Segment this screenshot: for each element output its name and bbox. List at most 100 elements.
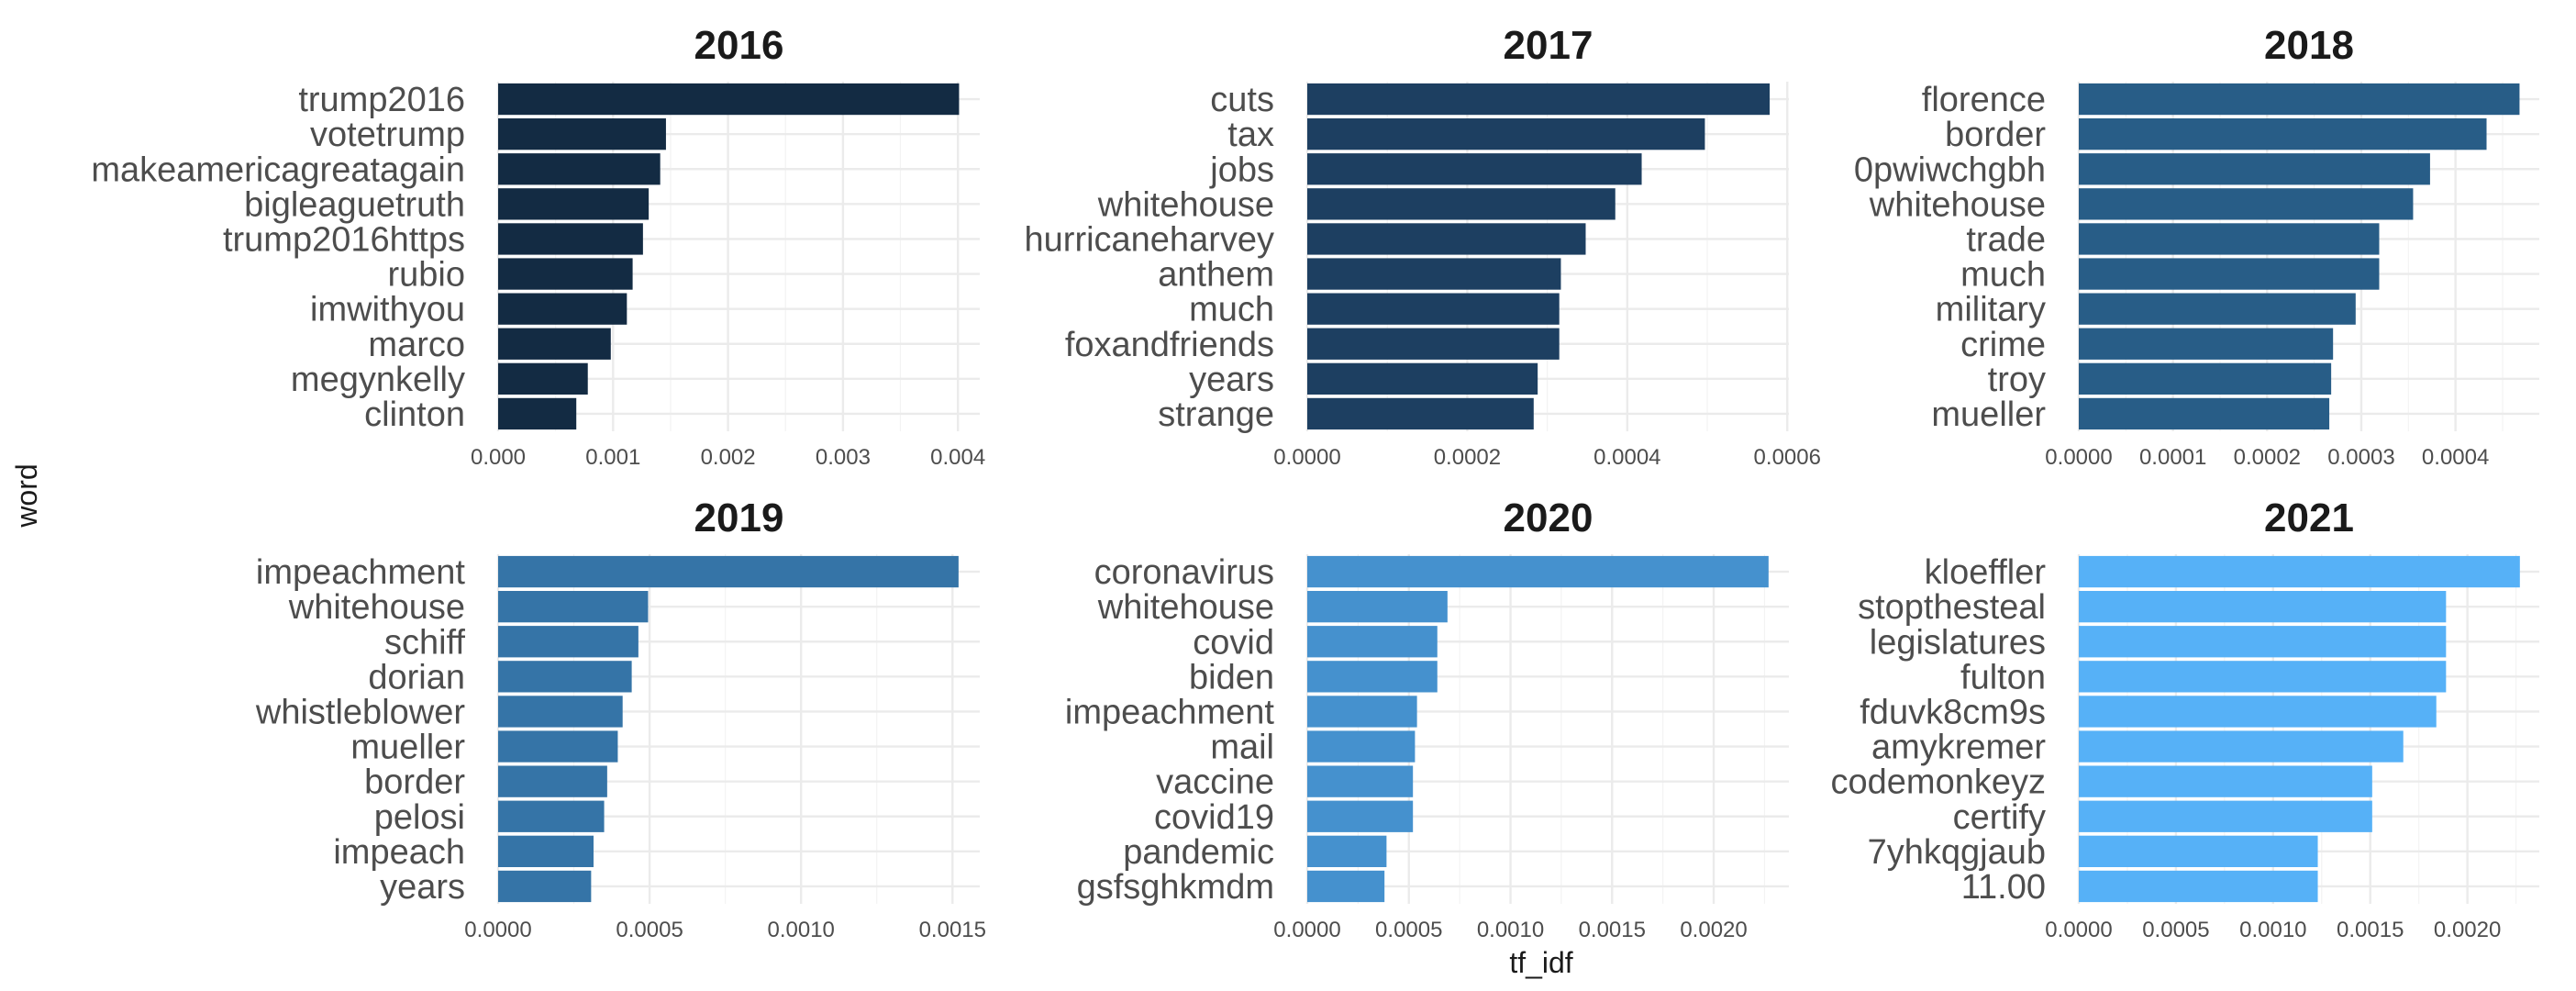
bar-crime: [2079, 328, 2334, 360]
category-label: amykremer: [1871, 729, 2046, 767]
x-tick-label: 0.004: [930, 445, 985, 470]
category-label: imwithyou: [310, 291, 465, 329]
bar-vaccine: [1307, 765, 1414, 797]
bar-florence: [2079, 83, 2520, 116]
category-label: whitehouse: [288, 588, 465, 627]
bar-pelosi: [498, 800, 605, 832]
x-tick-label: 0.000: [471, 445, 526, 470]
category-label: years: [1189, 361, 1274, 399]
category-label: mueller: [350, 729, 465, 767]
bar-mueller: [2079, 397, 2330, 430]
bar-whistleblower: [498, 696, 623, 728]
category-label: florence: [1922, 81, 2046, 119]
y-axis-title: word: [10, 463, 43, 528]
bar-jobs: [1307, 153, 1642, 185]
panel-title: 2017: [1504, 23, 1593, 68]
bar-fulton: [2079, 661, 2447, 693]
x-tick-label: 0.0010: [2239, 918, 2306, 942]
x-tick-label: 0.0004: [2422, 445, 2489, 470]
category-label: clinton: [364, 395, 465, 434]
category-label: pelosi: [374, 798, 465, 837]
category-label: much: [1189, 291, 1274, 329]
bar-trump2016: [498, 83, 960, 116]
category-label: cuts: [1210, 81, 1274, 119]
category-label: 7yhkqgjaub: [1868, 833, 2046, 872]
bar-coronavirus: [1307, 555, 1769, 588]
category-label: 0pwiwchgbh: [1854, 150, 2046, 189]
category-label: border: [1945, 116, 2046, 154]
category-label: impeachment: [256, 553, 466, 592]
category-label: bigleaguetruth: [244, 185, 465, 224]
x-tick-label: 0.0002: [1434, 445, 1501, 470]
bar-makeamericagreatagain: [498, 153, 661, 185]
category-label: tax: [1227, 116, 1274, 154]
category-label: certify: [1953, 798, 2046, 837]
category-label: military: [1936, 291, 2046, 329]
category-label: impeach: [333, 833, 465, 872]
bar-megynkelly: [498, 362, 588, 395]
category-label: kloeffler: [1925, 553, 2047, 592]
category-label: anthem: [1158, 256, 1274, 295]
category-label: whistleblower: [255, 693, 465, 731]
bar-rubio: [498, 258, 633, 290]
x-tick-label: 0.0003: [2327, 445, 2394, 470]
category-label: crime: [1960, 326, 2046, 364]
bar-whitehouse: [2079, 188, 2414, 220]
panel-title: 2018: [2264, 23, 2354, 68]
x-tick-label: 0.002: [701, 445, 756, 470]
bar-hurricaneharvey: [1307, 223, 1586, 255]
bar-much: [2079, 258, 2380, 290]
bar-strange: [1307, 397, 1534, 430]
x-tick-label: 0.0000: [1273, 918, 1340, 942]
category-label: border: [364, 763, 465, 802]
bar-fduvk8cm9s: [2079, 696, 2437, 728]
bar-schiff: [498, 626, 638, 658]
x-tick-label: 0.0010: [1477, 918, 1544, 942]
panel-title: 2016: [694, 23, 784, 68]
x-tick-label: 0.0005: [616, 918, 683, 942]
category-label: marco: [368, 326, 465, 364]
category-label: fulton: [1960, 658, 2046, 696]
category-label: whitehouse: [1097, 588, 1274, 627]
bar-trade: [2079, 223, 2380, 255]
bar-impeachment: [498, 555, 959, 588]
bar-0pwiwchgbh: [2079, 153, 2430, 185]
category-label: stopthesteal: [1858, 588, 2046, 627]
bar-amykremer: [2079, 730, 2404, 763]
category-label: makeamericagreatagain: [91, 150, 465, 189]
bar-foxandfriends: [1307, 328, 1560, 360]
panel-2016: trump2016votetrumpmakeamericagreatagainb…: [91, 23, 985, 470]
category-label: strange: [1158, 395, 1274, 434]
x-tick-label: 0.0000: [2045, 918, 2112, 942]
category-label: whitehouse: [1097, 185, 1274, 224]
bar-military: [2079, 293, 2356, 325]
category-label: foxandfriends: [1065, 326, 1274, 364]
x-tick-label: 0.0010: [767, 918, 834, 942]
x-tick-label: 0.0005: [1375, 918, 1442, 942]
category-label: whitehouse: [1869, 185, 2046, 224]
bar-covid: [1307, 626, 1438, 658]
bar-anthem: [1307, 258, 1561, 290]
bar-whitehouse: [1307, 591, 1448, 623]
panel-2017: cutstaxjobswhitehousehurricaneharveyanth…: [1025, 23, 1821, 470]
bar-whitehouse: [498, 591, 649, 623]
category-label: megynkelly: [291, 361, 465, 399]
category-label: trade: [1966, 220, 2046, 259]
bar-border: [2079, 118, 2487, 150]
bar-much: [1307, 293, 1560, 325]
bar-11.00: [2079, 870, 2318, 903]
panel-title: 2020: [1504, 496, 1593, 540]
category-label: mail: [1210, 729, 1274, 767]
x-tick-label: 0.0015: [1579, 918, 1646, 942]
bar-kloeffler: [2079, 555, 2520, 588]
x-tick-label: 0.0020: [2434, 918, 2501, 942]
bar-mail: [1307, 730, 1416, 763]
category-label: dorian: [368, 658, 465, 696]
bar-trump2016https: [498, 223, 643, 255]
category-label: trump2016https: [223, 220, 465, 259]
bar-7yhkqgjaub: [2079, 835, 2318, 867]
bar-impeachment: [1307, 696, 1417, 728]
category-label: mueller: [1931, 395, 2046, 434]
bar-years: [1307, 362, 1538, 395]
